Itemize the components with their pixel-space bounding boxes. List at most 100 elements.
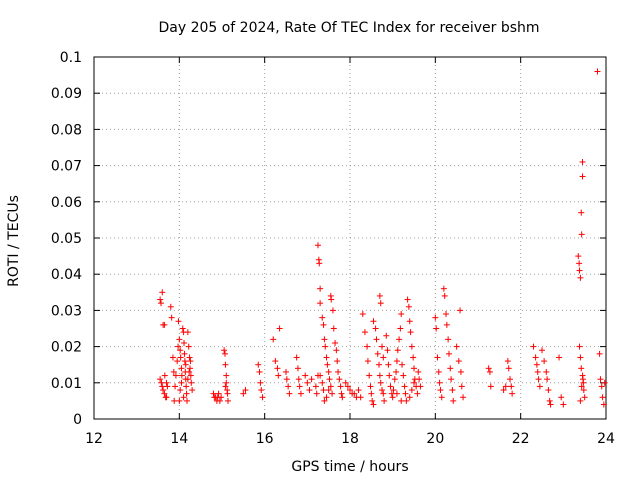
data-point [361,329,368,336]
data-point [182,361,189,368]
data-point [187,358,194,365]
data-point [183,390,190,397]
x-tick-label: 24 [597,431,615,447]
data-point [368,390,375,397]
data-point [543,368,550,375]
data-point [406,318,413,325]
x-tick-label: 12 [85,431,103,447]
data-point [181,350,188,357]
data-point [509,390,516,397]
data-point [355,387,362,394]
data-point [397,325,404,332]
data-point [184,397,191,404]
y-tick-label: 0.02 [51,340,82,356]
data-point [159,289,166,296]
data-point [436,379,443,386]
data-point [323,354,330,361]
data-point [393,368,400,375]
y-tick-label: 0 [73,412,82,428]
data-point [580,387,587,394]
data-point [443,311,449,318]
data-point [370,401,377,408]
data-point [181,339,188,346]
data-point [323,394,330,401]
data-point [541,358,548,365]
data-point [170,368,177,375]
data-point [379,343,385,350]
data-point [327,383,334,390]
data-point [161,321,168,328]
data-point [304,379,311,386]
data-point [377,300,384,307]
data-point [376,361,383,368]
data-point [276,325,283,332]
data-point [179,325,186,332]
data-point [306,387,313,394]
data-point [507,376,513,383]
data-point [216,397,223,404]
data-point [272,358,279,365]
data-point [415,368,422,375]
data-point [364,358,371,365]
data-point [338,390,345,397]
data-point [333,347,340,354]
data-point [335,368,342,375]
data-point [285,383,292,390]
data-point [599,394,606,401]
data-point [336,376,343,383]
data-point [401,383,408,390]
data-point [391,376,398,383]
data-point [408,387,415,394]
data-point [189,387,196,394]
x-tick-labels: 12 14 16 18 20 22 24 [85,431,615,447]
y-tick-label: 0.08 [51,122,82,138]
data-point [576,260,583,267]
data-point [161,390,168,397]
data-point [560,401,567,408]
data-point [597,376,604,383]
data-point [578,209,585,216]
data-point [394,347,401,354]
data-point [164,383,171,390]
data-point [178,372,185,379]
data-point [295,376,302,383]
data-point [417,383,424,390]
data-point [157,376,164,383]
data-point [384,347,391,354]
data-point [532,354,539,361]
data-point [577,397,584,404]
data-point [274,365,281,372]
data-point [286,390,293,397]
data-point [389,394,396,401]
data-point [376,372,383,379]
data-point [535,376,542,383]
data-point [174,358,181,365]
data-point [581,394,588,401]
data-point [157,296,164,303]
data-point [184,376,191,383]
data-point [376,292,383,299]
axis-ticks [93,56,607,420]
data-point [180,394,187,401]
data-point [396,336,403,343]
data-point [326,376,333,383]
data-point [283,368,289,375]
data-point [577,354,584,361]
data-point [438,394,445,401]
data-point [312,383,319,390]
y-tick-label: 0.03 [51,303,82,319]
x-tick-label: 20 [426,431,444,447]
data-point [600,401,607,408]
data-point [337,383,344,390]
data-point [385,361,392,368]
data-point [324,361,331,368]
data-point [178,379,185,386]
data-point [351,390,358,397]
data-point [222,383,229,390]
data-point [275,372,282,379]
data-point [530,343,537,350]
data-point [171,397,178,404]
data-point [579,376,586,383]
data-point [443,321,450,328]
data-point [416,376,423,383]
